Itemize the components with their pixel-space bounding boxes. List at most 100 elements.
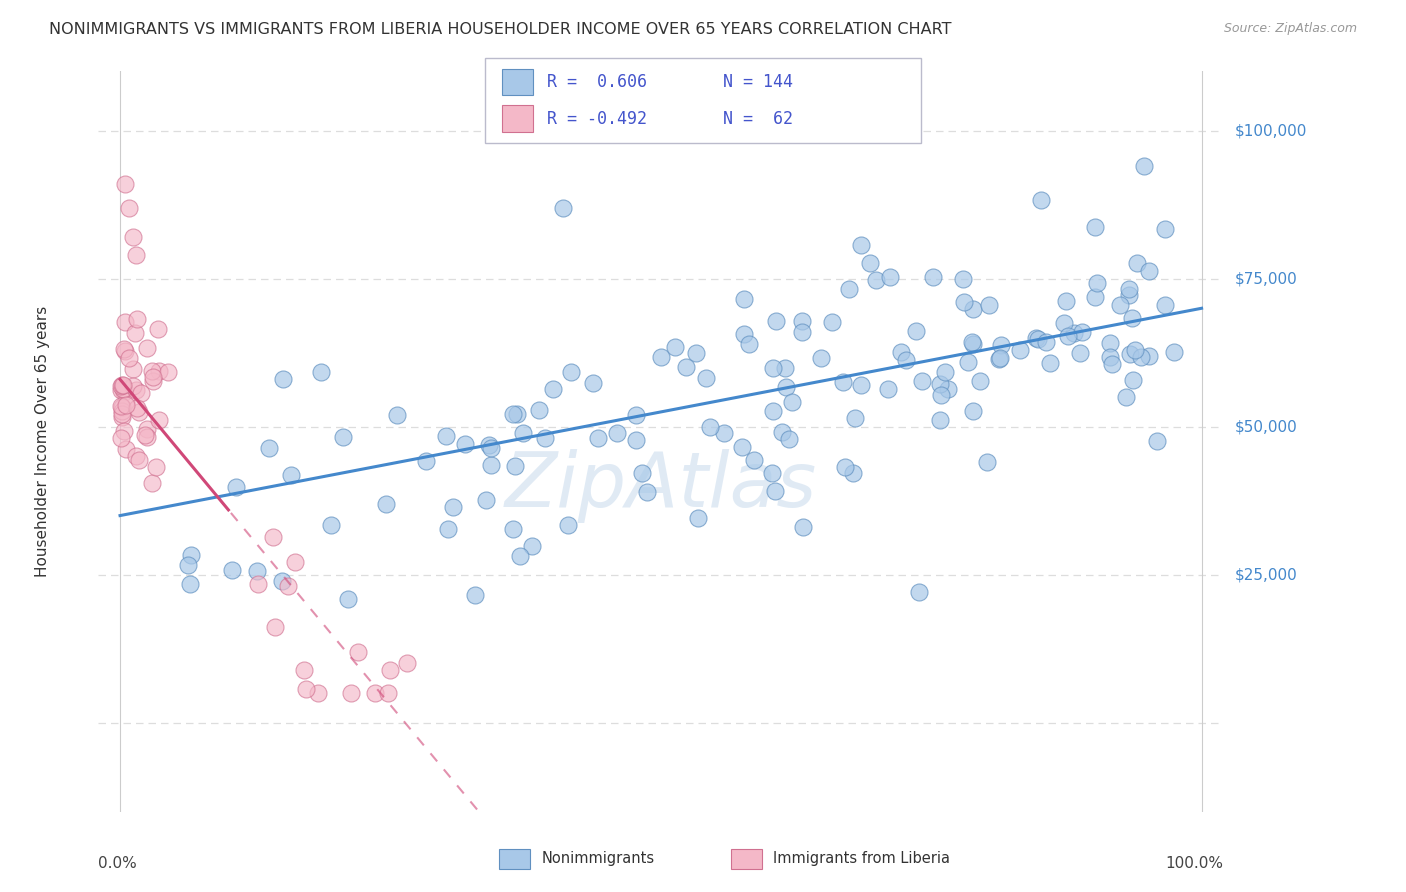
Point <box>114 343 136 358</box>
Point <box>114 177 136 191</box>
Point <box>135 430 157 444</box>
Text: Immigrants from Liberia: Immigrants from Liberia <box>773 852 950 866</box>
Point <box>179 577 201 591</box>
Text: R = -0.492: R = -0.492 <box>547 110 647 128</box>
Point <box>1025 331 1047 345</box>
Text: $25,000: $25,000 <box>1234 567 1298 582</box>
Point <box>503 459 526 474</box>
Point <box>988 352 1011 367</box>
Point <box>894 353 917 368</box>
Point <box>1137 349 1160 363</box>
Point <box>1137 264 1160 278</box>
Text: $50,000: $50,000 <box>1234 419 1298 434</box>
Point <box>112 424 135 438</box>
Point <box>118 351 141 366</box>
Point <box>541 382 564 396</box>
Point <box>136 422 159 436</box>
Point <box>284 555 307 569</box>
Point <box>778 432 800 446</box>
Point <box>733 292 755 306</box>
Text: Nonimmigrants: Nonimmigrants <box>541 852 654 866</box>
Point <box>650 351 672 365</box>
Point <box>922 270 945 285</box>
Point <box>115 442 138 456</box>
Point <box>976 454 998 468</box>
Point <box>934 365 956 379</box>
Point <box>128 405 150 419</box>
Point <box>125 248 148 262</box>
Point <box>225 480 247 494</box>
Point <box>125 384 148 398</box>
Point <box>905 324 928 338</box>
Point <box>762 361 785 376</box>
Point <box>415 454 437 468</box>
Text: 100.0%: 100.0% <box>1166 856 1223 871</box>
Point <box>865 273 887 287</box>
Point <box>479 458 502 472</box>
Point <box>699 420 721 434</box>
Point <box>742 452 765 467</box>
Point <box>122 379 145 393</box>
Point <box>675 360 697 375</box>
Point <box>336 591 359 606</box>
Point <box>1133 159 1156 173</box>
Point <box>1084 219 1107 234</box>
Point <box>395 657 418 671</box>
Point <box>112 377 135 392</box>
Point <box>221 563 243 577</box>
Point <box>588 431 610 445</box>
Point <box>307 686 329 700</box>
Point <box>111 400 134 414</box>
Point <box>1118 282 1140 296</box>
Point <box>122 230 145 244</box>
Point <box>142 369 165 384</box>
Point <box>1085 276 1108 290</box>
Point <box>1119 347 1142 361</box>
Point <box>695 371 717 385</box>
Text: $75,000: $75,000 <box>1234 271 1298 286</box>
Point <box>112 384 135 399</box>
Point <box>810 351 832 365</box>
Point <box>928 376 950 391</box>
Point <box>780 395 803 409</box>
Point <box>1121 311 1143 326</box>
Point <box>1130 350 1153 364</box>
Text: $100,000: $100,000 <box>1234 123 1306 138</box>
Point <box>1153 222 1175 236</box>
Point <box>792 325 814 339</box>
Point <box>851 378 873 392</box>
Point <box>731 440 754 454</box>
Point <box>271 372 294 386</box>
Point <box>834 460 856 475</box>
Point <box>631 466 654 480</box>
Point <box>385 408 408 422</box>
Point <box>479 442 502 456</box>
Point <box>245 564 267 578</box>
Point <box>264 620 287 634</box>
Point <box>122 362 145 376</box>
Point <box>792 520 814 534</box>
Point <box>295 681 318 696</box>
Point <box>142 374 165 388</box>
Point <box>664 340 686 354</box>
Point <box>929 413 952 427</box>
Point <box>841 466 863 480</box>
Text: Householder Income Over 65 years: Householder Income Over 65 years <box>35 306 49 577</box>
Point <box>377 686 399 700</box>
Point <box>953 294 976 309</box>
Point <box>512 425 534 440</box>
Point <box>180 548 202 562</box>
Point <box>534 431 557 445</box>
Point <box>478 438 501 452</box>
Point <box>763 483 786 498</box>
Point <box>931 388 953 402</box>
Point <box>148 412 170 426</box>
Point <box>877 383 900 397</box>
Point <box>128 452 150 467</box>
Point <box>1146 434 1168 448</box>
Point <box>136 341 159 355</box>
Point <box>1125 343 1147 358</box>
Point <box>110 407 132 421</box>
Point <box>141 475 163 490</box>
Point <box>110 383 132 397</box>
